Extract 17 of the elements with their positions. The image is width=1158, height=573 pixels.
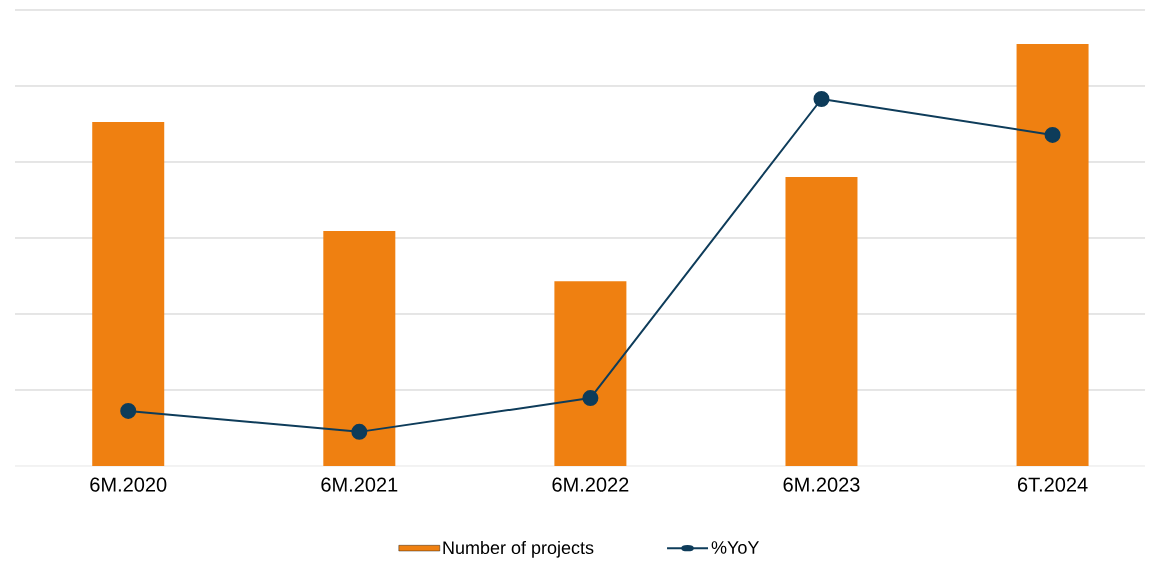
point	[1044, 126, 1061, 143]
point	[120, 402, 137, 419]
bar	[323, 230, 396, 466]
legend-label: %YoY	[711, 541, 759, 554]
x-tick-label: 6M.2022	[552, 477, 629, 492]
bar	[785, 176, 858, 466]
x-tick-label: 6M.2021	[321, 477, 398, 492]
bar	[554, 281, 627, 466]
point	[813, 90, 830, 107]
x-tick-label: 6M.2023	[783, 477, 860, 492]
legend-label: Number of projects	[443, 540, 594, 558]
point	[351, 423, 368, 440]
point	[582, 390, 599, 407]
x-tick-label: 6T.2024	[1017, 477, 1088, 492]
bar	[92, 122, 165, 466]
x-tick-label: 6M.2020	[90, 477, 167, 492]
bar	[1016, 43, 1089, 466]
